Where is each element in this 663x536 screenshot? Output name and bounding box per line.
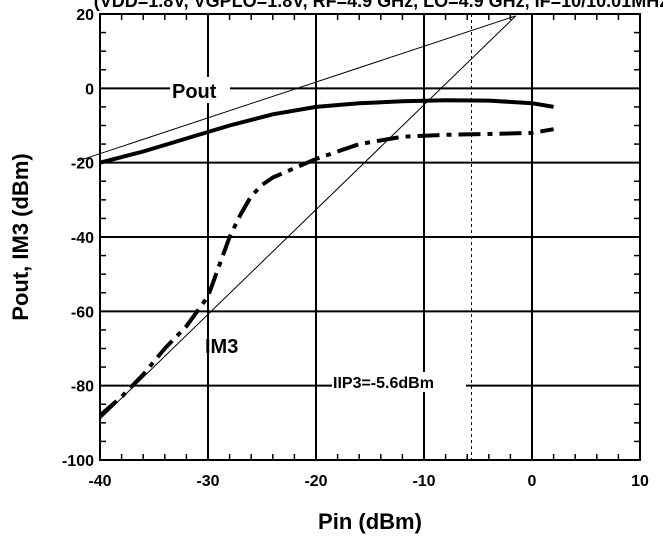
plot-frame: [99, 13, 641, 461]
fit-line: [78, 15, 516, 162]
pout-label: Pout: [172, 81, 217, 103]
x-tick-label: -20: [304, 473, 327, 490]
y-tick-label: 0: [85, 81, 94, 98]
y-axis-title: Pout, IM3 (dBm): [8, 153, 33, 320]
im3-label: IM3: [205, 336, 238, 358]
y-tick-label: -40: [71, 230, 94, 247]
y-tick-label: -20: [71, 156, 94, 173]
x-tick-label: 0: [528, 473, 537, 490]
fit-lines: [78, 15, 517, 420]
series-im3-line: [98, 127, 554, 417]
iip3-label: IIP3=-5.6dBm: [333, 375, 434, 392]
chart-title: (VDD=1.8V, VGPLO=1.8V, RF=4.9 GHz, LO=4.…: [94, 0, 663, 11]
y-tick-label: -80: [71, 379, 94, 396]
x-axis-title: Pin (dBm): [318, 509, 422, 534]
iip3-label-bg: [332, 372, 466, 392]
x-tick-labels: -40 -30 -20 -10 0 10: [88, 473, 649, 490]
x-tick-label: -40: [88, 473, 111, 490]
y-tick-labels: 20 0 -20 -40 -60 -80 -100: [62, 7, 94, 470]
y-tick-label: -60: [71, 304, 94, 321]
y-tick-label: -100: [62, 453, 94, 470]
series-lines: [98, 98, 554, 417]
series-pout-line: [99, 98, 554, 165]
y-tick-label: 20: [76, 7, 94, 24]
fit-line: [99, 15, 517, 420]
x-tick-label: 10: [631, 473, 649, 490]
x-tick-label: -30: [196, 473, 219, 490]
pout-label-bg: [170, 77, 230, 103]
x-tick-label: -10: [412, 473, 435, 490]
